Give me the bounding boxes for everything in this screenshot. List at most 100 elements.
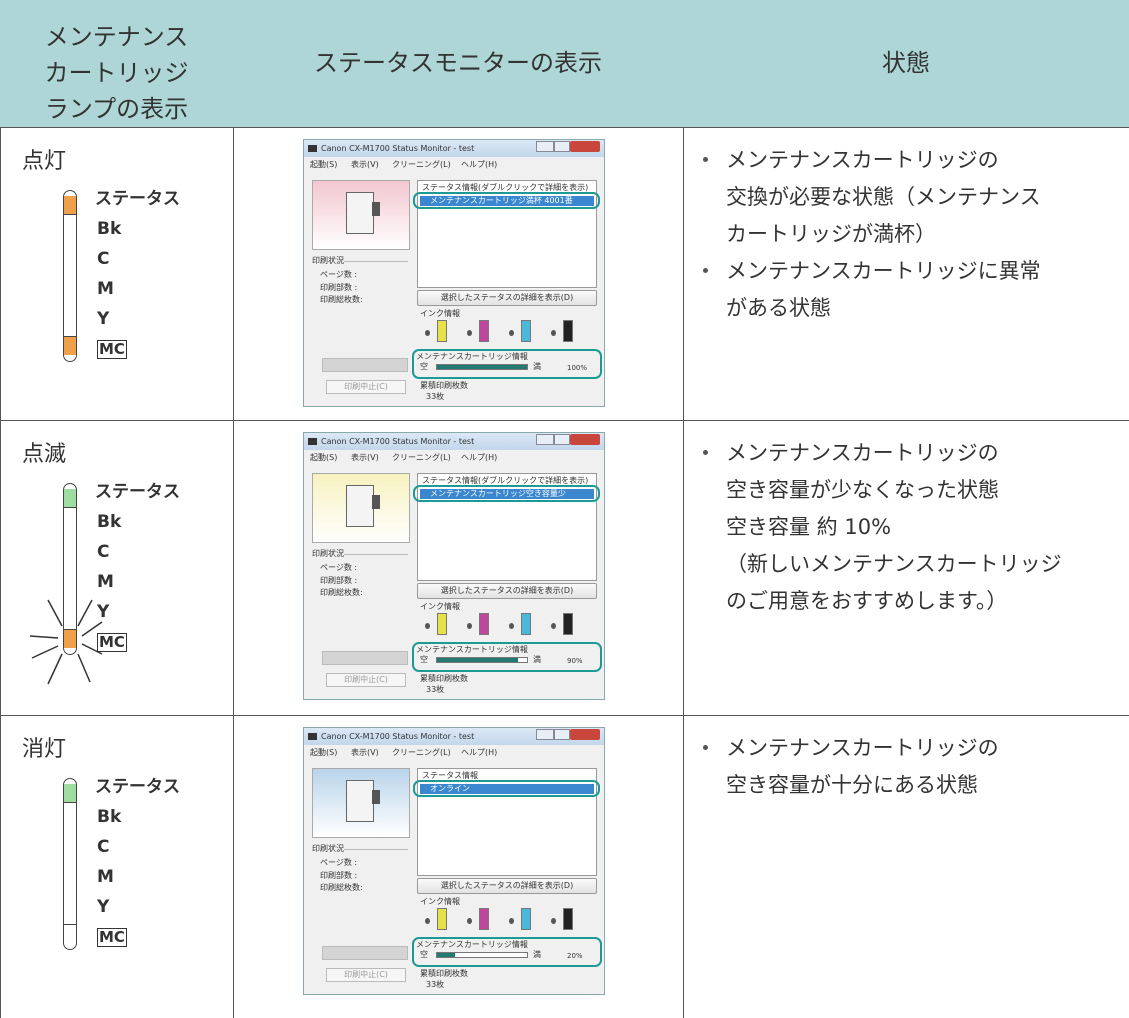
- ink-drop: [425, 918, 430, 924]
- min-button: [536, 434, 554, 445]
- lamp-label: MC: [97, 928, 127, 947]
- window-icon: [308, 438, 317, 445]
- min-button: [536, 729, 554, 740]
- ink-tank: [521, 908, 531, 930]
- table-cell: [0, 420, 234, 716]
- ink-tank: [563, 908, 573, 930]
- lamp-label: M: [97, 572, 114, 592]
- menu-item: 表示(V): [351, 453, 379, 462]
- mc-info: メンテナンスカートリッジ情報: [416, 352, 528, 361]
- lamp-label: M: [97, 279, 114, 299]
- ink-drop: [551, 918, 556, 924]
- empty-label: 空: [420, 655, 428, 664]
- ink-tank: [521, 320, 531, 342]
- lamp-state: 点灯: [22, 149, 67, 174]
- status-highlight: [413, 192, 600, 209]
- detail-button: 選択したステータスの詳細を表示(D): [417, 878, 597, 894]
- mc-lamp: [64, 924, 76, 943]
- state-text: メンテナンスカートリッジの: [726, 441, 999, 465]
- lamp-label: ステータス: [95, 189, 180, 209]
- status-divider: [344, 261, 408, 262]
- sheets: 33枚: [426, 685, 445, 694]
- ink-drop: [425, 623, 430, 629]
- status-lamp: [64, 784, 76, 803]
- ray: [77, 599, 93, 627]
- print-status: 印刷状況: [312, 844, 344, 853]
- status-lamp: [64, 489, 76, 508]
- state-text: のご用意をおすすめします。）: [726, 589, 1008, 613]
- ray: [81, 621, 103, 637]
- table-cell: [683, 127, 1129, 421]
- status-header: ステータス情報(ダブルクリックで詳細を表示): [422, 476, 589, 485]
- lamp-label: Bk: [97, 219, 122, 239]
- bullet-dot: [703, 268, 708, 273]
- lamp-label: C: [97, 542, 110, 562]
- table-cell: [233, 420, 684, 716]
- table-cell: [683, 420, 1129, 716]
- table-cell: [233, 127, 684, 421]
- state-text: 交換が必要な状態（メンテナンス: [726, 185, 1041, 209]
- status-item: メンテナンスカートリッジ満杯 4001番: [420, 196, 594, 206]
- status-header: ステータス情報(ダブルクリックで詳細を表示): [422, 183, 589, 192]
- print-status: 印刷状況: [312, 549, 344, 558]
- ray: [47, 653, 63, 685]
- window-title: Canon CX-M1700 Status Monitor - test: [321, 732, 475, 741]
- bullet-dot: [703, 157, 708, 162]
- cumulative: 累積印刷枚数: [420, 674, 468, 683]
- lamp-label: Y: [97, 897, 110, 917]
- menu-item: ヘルプ(H): [461, 748, 498, 757]
- bullet-dot: [703, 745, 708, 750]
- detail-button: 選択したステータスの詳細を表示(D): [417, 290, 597, 306]
- mc-percent: 100%: [567, 364, 588, 372]
- menu-item: 表示(V): [351, 748, 379, 757]
- progress-bar: [322, 946, 408, 960]
- lamp-capsule: [63, 778, 77, 950]
- ink-info: インク情報: [420, 309, 460, 318]
- copies: 印刷部数 :: [320, 576, 358, 585]
- total-sheets: 印刷総枚数:: [320, 883, 363, 892]
- status-monitor: Canon CX-M1700 Status Monitor - test 起動(S…: [303, 727, 605, 995]
- state-text: 空き容量 約 10%: [726, 515, 892, 539]
- lamp-label: Y: [97, 602, 110, 622]
- page-count: ページ数 :: [320, 858, 358, 867]
- total-sheets: 印刷総枚数:: [320, 588, 363, 597]
- copies: 印刷部数 :: [320, 871, 358, 880]
- menu-item: クリーニング(L): [392, 453, 451, 462]
- sheets: 33枚: [426, 980, 445, 989]
- max-button: [554, 141, 570, 152]
- ink-drop: [509, 330, 514, 336]
- progress-bar: [322, 358, 408, 372]
- printer-tray: [372, 790, 380, 804]
- mc-box: [412, 349, 602, 379]
- ink-tank: [437, 613, 447, 635]
- printer-tray: [372, 202, 380, 216]
- status-header: ステータス情報: [422, 771, 478, 780]
- lamp-state: 点滅: [22, 442, 67, 467]
- ink-tank: [521, 613, 531, 635]
- window-title: Canon CX-M1700 Status Monitor - test: [321, 437, 475, 446]
- header-text: ランプの表示: [44, 95, 189, 123]
- state-text: 空き容量が少なくなった状態: [726, 478, 999, 502]
- empty-label: 空: [420, 362, 428, 371]
- ink-drop: [509, 918, 514, 924]
- ray: [29, 635, 59, 639]
- state-text: メンテナンスカートリッジの: [726, 148, 999, 172]
- full-label: 満: [533, 655, 541, 664]
- ink-drop: [425, 330, 430, 336]
- full-label: 満: [533, 362, 541, 371]
- detail-button: 選択したステータスの詳細を表示(D): [417, 583, 597, 599]
- status-highlight: [413, 485, 600, 502]
- ink-drop: [467, 330, 472, 336]
- table-cell: [233, 715, 684, 1018]
- sheets: 33枚: [426, 392, 445, 401]
- ink-info: インク情報: [420, 897, 460, 906]
- window-title: Canon CX-M1700 Status Monitor - test: [321, 144, 475, 153]
- bullet-dot: [703, 450, 708, 455]
- header-text: ステータスモニターの表示: [314, 49, 602, 77]
- empty-label: 空: [420, 950, 428, 959]
- lamp-capsule: [63, 483, 77, 655]
- lamp-label: ステータス: [95, 777, 180, 797]
- ray: [47, 599, 63, 627]
- page-count: ページ数 :: [320, 270, 358, 279]
